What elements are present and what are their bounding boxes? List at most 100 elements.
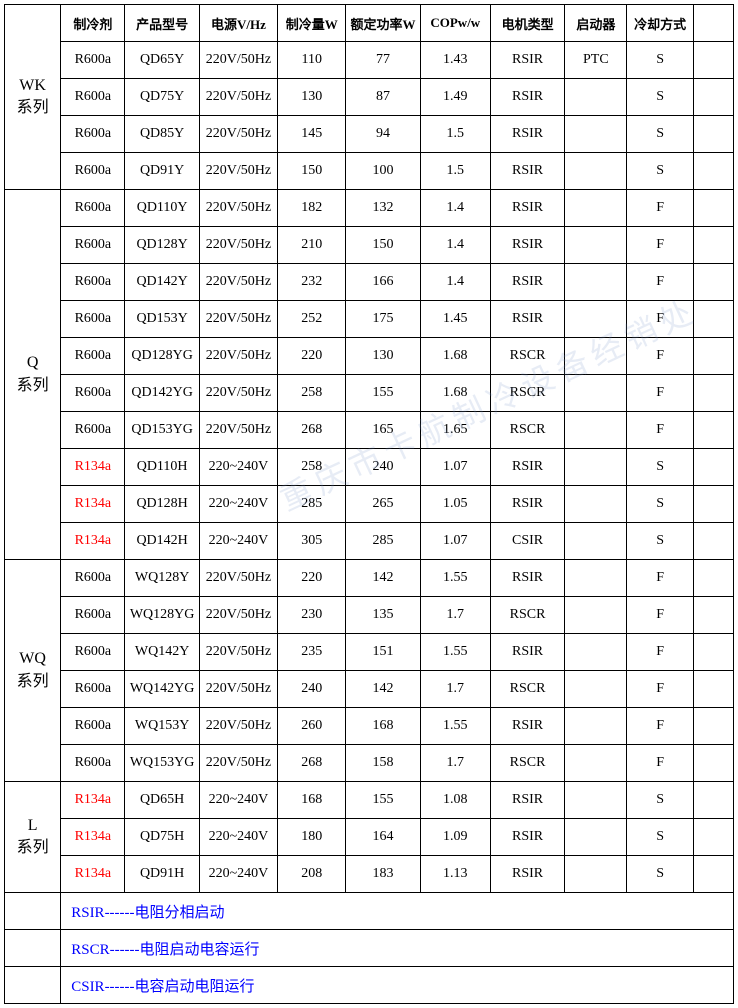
model-cell: QD110Y: [125, 190, 199, 227]
model-cell: QD128H: [125, 486, 199, 523]
column-header: 启动器: [565, 5, 627, 42]
power-cell: 220V/50Hz: [199, 560, 277, 597]
cool-cell: S: [627, 116, 693, 153]
cool-cell: S: [627, 856, 693, 893]
rated-cell: 94: [346, 116, 420, 153]
table-row: R600aWQ142YG220V/50Hz2401421.7RSCRF: [5, 671, 734, 708]
rated-cell: 100: [346, 153, 420, 190]
table-row: R600aWQ153Y220V/50Hz2601681.55RSIRF: [5, 708, 734, 745]
column-header: 制冷剂: [61, 5, 125, 42]
refrigerant-cell: R600a: [61, 153, 125, 190]
cool-cell: S: [627, 819, 693, 856]
cool-cell: F: [627, 338, 693, 375]
empty-cell: [693, 42, 733, 79]
table-row: R134aQD91H220~240V2081831.13RSIRS: [5, 856, 734, 893]
model-cell: WQ128Y: [125, 560, 199, 597]
cool-cell: F: [627, 597, 693, 634]
capacity-cell: 240: [278, 671, 346, 708]
rated-cell: 265: [346, 486, 420, 523]
cool-cell: S: [627, 42, 693, 79]
rated-cell: 240: [346, 449, 420, 486]
motor-cell: RSIR: [490, 708, 564, 745]
motor-cell: RSIR: [490, 227, 564, 264]
starter-cell: [565, 190, 627, 227]
refrigerant-cell: R600a: [61, 42, 125, 79]
power-cell: 220V/50Hz: [199, 153, 277, 190]
capacity-cell: 285: [278, 486, 346, 523]
capacity-cell: 260: [278, 708, 346, 745]
power-cell: 220~240V: [199, 486, 277, 523]
motor-cell: RSCR: [490, 671, 564, 708]
cop-cell: 1.05: [420, 486, 490, 523]
column-header: 电源V/Hz: [199, 5, 277, 42]
capacity-cell: 220: [278, 560, 346, 597]
rated-cell: 151: [346, 634, 420, 671]
capacity-cell: 180: [278, 819, 346, 856]
starter-cell: [565, 486, 627, 523]
refrigerant-cell: R600a: [61, 264, 125, 301]
table-row: R600aQD91Y220V/50Hz1501001.5RSIRS: [5, 153, 734, 190]
cop-cell: 1.43: [420, 42, 490, 79]
starter-cell: [565, 264, 627, 301]
power-cell: 220~240V: [199, 819, 277, 856]
refrigerant-cell: R134a: [61, 782, 125, 819]
refrigerant-cell: R600a: [61, 412, 125, 449]
table-row: R600aQD75Y220V/50Hz130871.49RSIRS: [5, 79, 734, 116]
refrigerant-cell: R600a: [61, 301, 125, 338]
refrigerant-cell: R600a: [61, 634, 125, 671]
starter-cell: [565, 79, 627, 116]
motor-cell: RSIR: [490, 79, 564, 116]
cop-cell: 1.68: [420, 375, 490, 412]
empty-cell: [693, 634, 733, 671]
empty-cell: [693, 671, 733, 708]
power-cell: 220~240V: [199, 782, 277, 819]
table-row: WQ系列R600aWQ128Y220V/50Hz2201421.55RSIRF: [5, 560, 734, 597]
refrigerant-cell: R134a: [61, 856, 125, 893]
empty-cell: [693, 116, 733, 153]
motor-cell: RSCR: [490, 375, 564, 412]
motor-cell: RSIR: [490, 819, 564, 856]
table-row: R134aQD75H220~240V1801641.09RSIRS: [5, 819, 734, 856]
rated-cell: 150: [346, 227, 420, 264]
empty-cell: [693, 523, 733, 560]
capacity-cell: 252: [278, 301, 346, 338]
starter-cell: [565, 449, 627, 486]
model-cell: WQ153Y: [125, 708, 199, 745]
series-cell: L系列: [5, 782, 61, 893]
table-row: Q系列R600aQD110Y220V/50Hz1821321.4RSIRF: [5, 190, 734, 227]
rated-cell: 155: [346, 375, 420, 412]
cop-cell: 1.5: [420, 116, 490, 153]
column-header: 冷却方式: [627, 5, 693, 42]
cool-cell: F: [627, 634, 693, 671]
empty-cell: [693, 153, 733, 190]
rated-cell: 142: [346, 560, 420, 597]
power-cell: 220V/50Hz: [199, 301, 277, 338]
table-row: R600aWQ153YG220V/50Hz2681581.7RSCRF: [5, 745, 734, 782]
motor-cell: RSIR: [490, 264, 564, 301]
table-row: R134aQD142H220~240V3052851.07CSIRS: [5, 523, 734, 560]
refrigerant-cell: R600a: [61, 671, 125, 708]
empty-cell: [693, 745, 733, 782]
refrigerant-cell: R134a: [61, 486, 125, 523]
model-cell: WQ142YG: [125, 671, 199, 708]
legend-text: RSIR------电阻分相启动: [61, 893, 734, 930]
cop-cell: 1.4: [420, 264, 490, 301]
rated-cell: 175: [346, 301, 420, 338]
starter-cell: [565, 597, 627, 634]
empty-cell: [693, 301, 733, 338]
power-cell: 220~240V: [199, 523, 277, 560]
cool-cell: S: [627, 523, 693, 560]
table-row: R600aQD153YG220V/50Hz2681651.65RSCRF: [5, 412, 734, 449]
motor-cell: RSCR: [490, 597, 564, 634]
cool-cell: S: [627, 153, 693, 190]
power-cell: 220V/50Hz: [199, 190, 277, 227]
refrigerant-cell: R600a: [61, 597, 125, 634]
series-cell: Q系列: [5, 190, 61, 560]
empty-cell: [693, 449, 733, 486]
legend-row: CSIR------电容启动电阻运行: [5, 967, 734, 1004]
motor-cell: RSCR: [490, 412, 564, 449]
table-row: R600aWQ142Y220V/50Hz2351511.55RSIRF: [5, 634, 734, 671]
motor-cell: RSCR: [490, 338, 564, 375]
power-cell: 220V/50Hz: [199, 338, 277, 375]
table-header-row: WK系列制冷剂产品型号电源V/Hz制冷量W额定功率WCOPw/w电机类型启动器冷…: [5, 5, 734, 42]
